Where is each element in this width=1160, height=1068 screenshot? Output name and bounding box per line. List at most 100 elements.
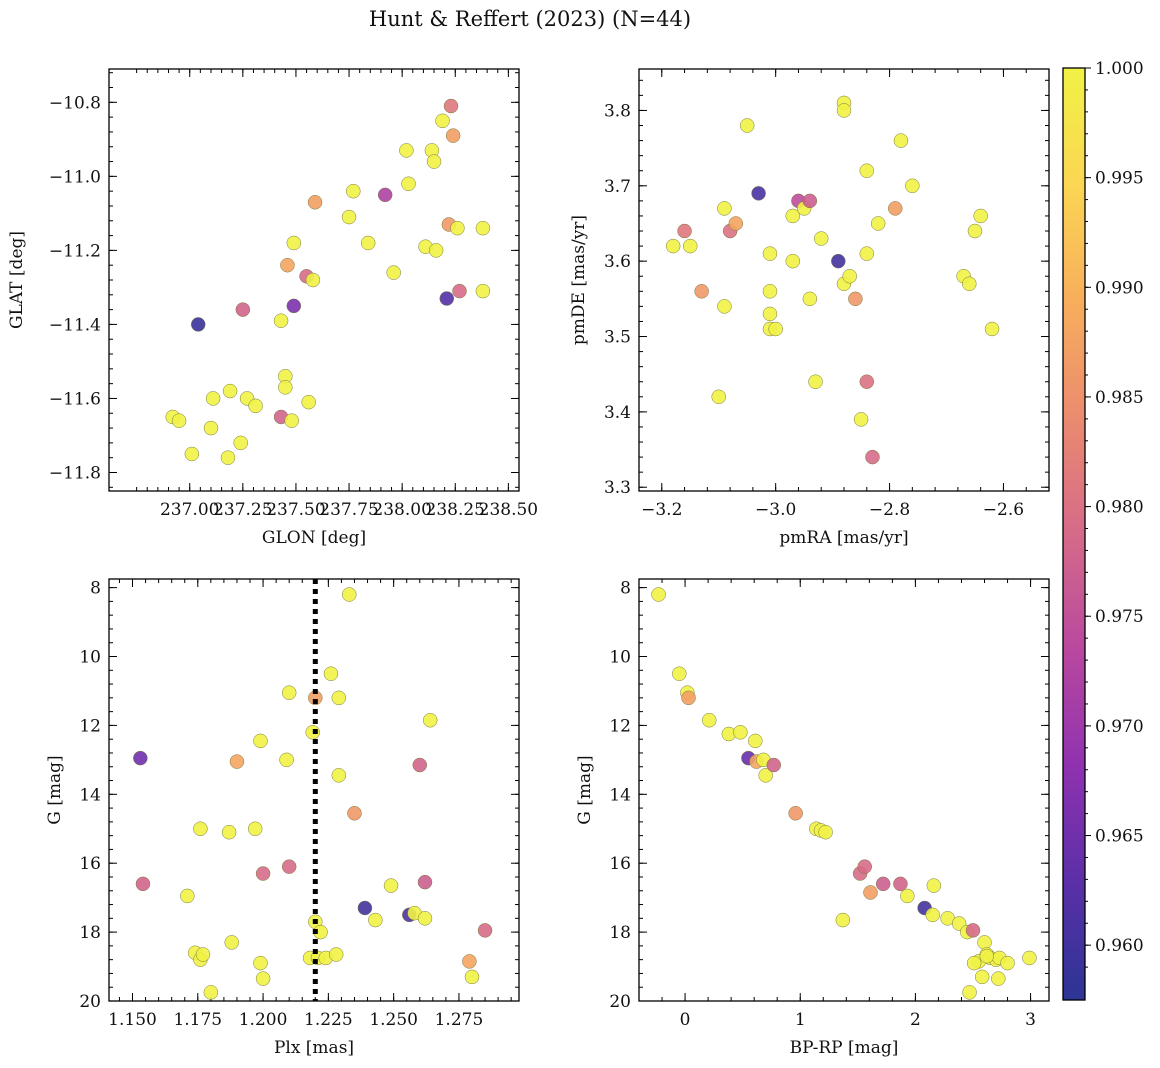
y-tick-label: 3.5 <box>604 328 631 348</box>
scatter-point <box>991 971 1006 986</box>
scatter-point <box>477 923 493 938</box>
x-tick-label: 2 <box>910 1010 921 1030</box>
scatter-point <box>399 143 414 158</box>
colorbar-tick-label: 0.980 <box>1095 498 1144 518</box>
panel-pm: −3.2 −3.0 −2.8 −2.6 3.3 3.4 3.5 3.6 3.7 3.8 pmRA [… <box>569 68 1050 548</box>
scatter-point <box>751 186 766 201</box>
scatter-point <box>831 253 846 269</box>
scatter-point <box>222 383 238 399</box>
y-tick-label: −11.8 <box>49 463 101 483</box>
scatter-point <box>842 268 857 284</box>
scatter-point <box>229 754 245 769</box>
scatter-point <box>717 201 732 216</box>
scatter-point <box>766 757 781 773</box>
scatter-point <box>417 874 433 890</box>
scatter-point <box>452 283 467 299</box>
scatter-point <box>221 824 237 840</box>
scatter-point <box>331 768 347 783</box>
scatter-point <box>813 231 829 246</box>
scatter-point <box>445 128 461 143</box>
scatter-point <box>195 947 211 962</box>
y-axis-label: GLAT [deg] <box>7 231 27 329</box>
scatter-point <box>802 193 818 209</box>
scatter-point <box>711 389 726 405</box>
scatter-point <box>368 912 383 928</box>
y-tick-label: 16 <box>609 854 631 874</box>
scatter-point <box>802 291 818 307</box>
scatter-point <box>235 302 251 317</box>
scatter-point <box>342 587 357 602</box>
scatter-point <box>253 733 268 749</box>
y-tick-label: 3.8 <box>604 101 631 121</box>
scatter-point <box>728 216 744 231</box>
scatter-point <box>305 725 320 740</box>
scatter-point <box>248 398 263 414</box>
scatter-point <box>665 238 681 254</box>
scatter-point <box>307 195 323 210</box>
y-axis-label: G [mag] <box>45 755 65 824</box>
scatter-point <box>450 220 465 236</box>
scatter-point <box>926 878 942 893</box>
colorbar-tick-label: 0.995 <box>1095 169 1144 189</box>
scatter-point <box>464 969 480 985</box>
y-tick-label: 10 <box>609 648 631 668</box>
y-tick-label: 20 <box>79 992 101 1012</box>
colorbar-gradient <box>1063 68 1085 1000</box>
scatter-point <box>788 806 803 821</box>
colorbar: 0.960 0.965 0.970 0.975 0.980 0.985 0.990 0.995… <box>1062 59 1144 1001</box>
scatter-point <box>859 374 875 389</box>
scatter-point <box>205 391 221 406</box>
scatter-point <box>203 985 219 1000</box>
x-tick-label: −2.6 <box>983 500 1024 520</box>
scatter-point <box>651 587 666 602</box>
colorbar-tick-label: 0.975 <box>1095 607 1144 627</box>
scatter-point <box>475 220 491 236</box>
scatter-point <box>428 243 444 258</box>
y-tick-label: 8 <box>620 579 631 599</box>
x-axis-label: GLON [deg] <box>262 528 366 548</box>
scatter-point <box>859 163 875 178</box>
scatter-point <box>733 725 748 740</box>
x-axis-label: BP-RP [mag] <box>790 1038 899 1058</box>
scatter-point <box>255 971 271 986</box>
scatter-point <box>286 235 302 251</box>
scatter-point <box>443 98 459 114</box>
x-axis-label: pmRA [mas/yr] <box>779 528 908 548</box>
scatter-point <box>966 955 982 971</box>
scatter-point <box>905 178 920 194</box>
y-axis-label: G [mag] <box>575 755 595 824</box>
scatter-points <box>165 98 491 465</box>
x-tick-label: 238.25 <box>426 500 485 520</box>
scatter-point <box>1022 950 1037 966</box>
scatter-point <box>974 969 990 985</box>
y-tick-label: −10.8 <box>49 93 101 113</box>
scatter-point <box>977 935 992 950</box>
scatter-point <box>301 394 316 410</box>
scatter-point <box>323 666 339 681</box>
y-axis-label: pmDE [mas/yr] <box>569 215 589 345</box>
scatter-point <box>360 235 376 251</box>
scatter-point <box>133 750 148 766</box>
scatter-point <box>284 413 299 428</box>
scatter-point <box>383 878 399 893</box>
scatter-point <box>401 176 416 192</box>
x-tick-label: 1.175 <box>173 1010 222 1030</box>
scatter-point <box>331 690 347 706</box>
scatter-point <box>836 103 852 118</box>
x-tick-label: 238.50 <box>479 500 538 520</box>
scatter-point <box>818 824 833 840</box>
scatter-points <box>651 587 1037 1000</box>
y-tick-label: 18 <box>79 923 101 943</box>
y-tick-label: −11.0 <box>49 167 101 187</box>
colorbar-tick-label: 0.965 <box>1095 827 1144 847</box>
scatter-point <box>785 253 800 269</box>
scatter-point <box>286 298 302 314</box>
plot-frame <box>638 578 1050 1002</box>
x-tick-label: 238.00 <box>372 500 431 520</box>
scatter-point <box>439 291 455 306</box>
x-tick-label: 237.00 <box>160 500 219 520</box>
colorbar-tick-label: 0.960 <box>1095 936 1144 956</box>
scatter-point <box>893 133 909 148</box>
scatter-point <box>925 907 940 923</box>
scatter-point <box>171 413 187 428</box>
